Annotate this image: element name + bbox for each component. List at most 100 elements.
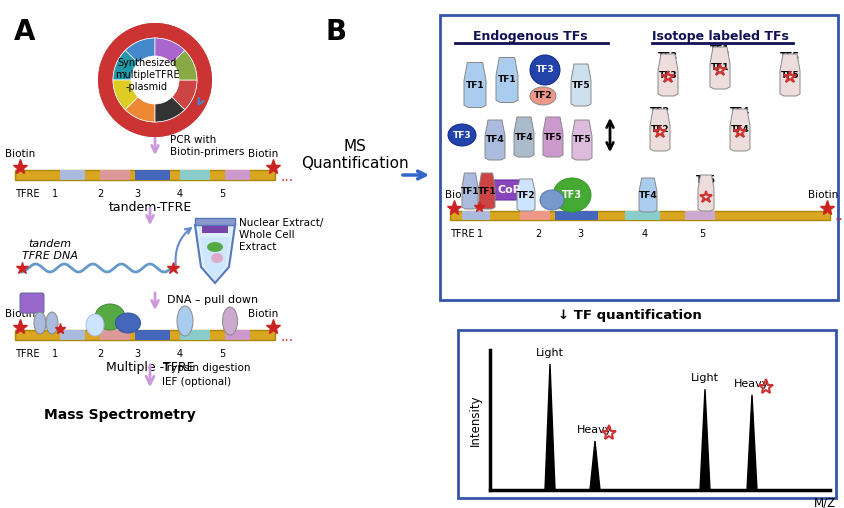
Ellipse shape (448, 124, 476, 146)
Text: 3: 3 (134, 189, 140, 199)
Text: TF4: TF4 (485, 136, 505, 144)
Text: TF3: TF3 (658, 71, 678, 79)
Text: Biotin: Biotin (5, 149, 35, 159)
Text: TFRE: TFRE (15, 189, 40, 199)
Bar (195, 218, 235, 225)
Ellipse shape (540, 190, 564, 210)
Polygon shape (710, 47, 730, 89)
Text: TF3: TF3 (658, 52, 678, 62)
Polygon shape (572, 120, 592, 160)
Text: 2: 2 (535, 229, 541, 239)
Text: TF5: TF5 (696, 175, 716, 185)
Text: Intensity: Intensity (468, 394, 481, 446)
Text: Biotin: Biotin (445, 190, 475, 200)
Polygon shape (462, 173, 478, 209)
Ellipse shape (95, 304, 125, 330)
Bar (135, 170, 170, 180)
FancyBboxPatch shape (20, 293, 44, 313)
Bar (60, 330, 85, 340)
Ellipse shape (530, 55, 560, 85)
Text: TF3: TF3 (536, 66, 555, 75)
Text: TF1: TF1 (466, 80, 484, 89)
Text: 2: 2 (97, 189, 103, 199)
Bar (135, 330, 170, 340)
Wedge shape (113, 80, 138, 110)
Polygon shape (650, 109, 670, 151)
Wedge shape (172, 50, 197, 80)
Bar (458, 330, 836, 498)
Text: DNA – pull down: DNA – pull down (167, 295, 258, 305)
Ellipse shape (207, 242, 223, 252)
Text: 3: 3 (577, 229, 583, 239)
Text: TF3: TF3 (452, 131, 471, 140)
Wedge shape (125, 97, 155, 122)
Polygon shape (698, 175, 714, 211)
Text: TF1: TF1 (710, 45, 730, 55)
Text: 1: 1 (477, 229, 483, 239)
Wedge shape (172, 80, 197, 110)
Text: Biotin: Biotin (5, 309, 35, 319)
Bar (180, 330, 210, 340)
Text: TF2: TF2 (517, 190, 535, 200)
Bar (15, 170, 275, 180)
Wedge shape (113, 50, 138, 80)
Polygon shape (747, 395, 757, 490)
Text: TF5: TF5 (781, 71, 799, 79)
Text: M/Z: M/Z (814, 496, 836, 508)
Text: 5: 5 (219, 349, 225, 359)
Bar (520, 210, 550, 219)
Polygon shape (464, 62, 486, 108)
Text: TF3: TF3 (562, 190, 582, 200)
Text: Light: Light (536, 348, 564, 358)
Text: Isotope labeled TFs: Isotope labeled TFs (652, 30, 788, 43)
Text: Heavy: Heavy (577, 425, 613, 435)
Text: Heavy: Heavy (734, 379, 770, 389)
Polygon shape (479, 173, 495, 209)
Bar (225, 330, 250, 340)
Text: PCR with
Biotin-primers: PCR with Biotin-primers (170, 135, 245, 157)
Bar (462, 210, 490, 219)
Text: TF1: TF1 (461, 186, 479, 196)
Ellipse shape (553, 178, 591, 212)
Polygon shape (200, 237, 230, 280)
Bar (685, 210, 715, 219)
Text: TF1: TF1 (478, 186, 496, 196)
Ellipse shape (223, 307, 237, 335)
Text: TF5: TF5 (780, 52, 800, 62)
Text: 4: 4 (642, 229, 648, 239)
Ellipse shape (116, 313, 140, 333)
Text: TF4: TF4 (730, 107, 750, 117)
Text: ...: ... (280, 170, 293, 184)
Text: Biotin: Biotin (808, 190, 838, 200)
Bar (15, 330, 275, 340)
Ellipse shape (177, 306, 193, 336)
Text: ...: ... (835, 209, 844, 223)
Text: 1: 1 (52, 189, 58, 199)
Polygon shape (780, 54, 800, 96)
Polygon shape (700, 389, 710, 490)
FancyBboxPatch shape (490, 180, 529, 200)
Ellipse shape (34, 312, 46, 334)
Polygon shape (730, 109, 750, 151)
Wedge shape (155, 97, 185, 122)
Text: tandem
TFRE DNA: tandem TFRE DNA (22, 239, 78, 261)
Text: TFRE: TFRE (450, 229, 474, 239)
Polygon shape (514, 117, 534, 157)
Bar (440, 15, 838, 300)
Text: TF1: TF1 (711, 64, 729, 73)
Text: 3: 3 (134, 349, 140, 359)
Text: 1: 1 (52, 349, 58, 359)
Text: Mass Spectrometry: Mass Spectrometry (44, 408, 196, 422)
Ellipse shape (46, 312, 58, 334)
Text: TF4: TF4 (515, 133, 533, 142)
Ellipse shape (211, 253, 223, 263)
Polygon shape (571, 64, 591, 106)
Text: Multiple -TFRE: Multiple -TFRE (106, 361, 194, 374)
Wedge shape (155, 38, 185, 63)
Text: A: A (14, 18, 35, 46)
Text: TF2: TF2 (533, 91, 552, 101)
Text: Light: Light (691, 373, 719, 383)
Text: B: B (325, 18, 346, 46)
Wedge shape (125, 38, 155, 63)
Text: Endogenous TFs: Endogenous TFs (473, 30, 587, 43)
